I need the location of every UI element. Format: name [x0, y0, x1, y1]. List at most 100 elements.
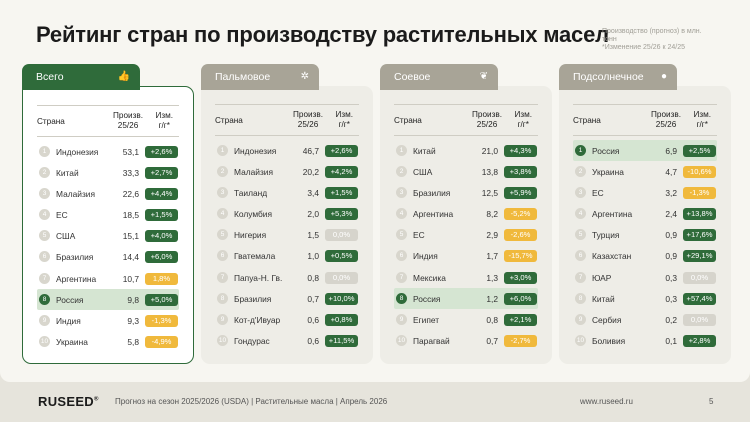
change-badge: -2,7%	[504, 334, 537, 347]
tab-1[interactable]: Пальмовое ✲	[201, 64, 319, 90]
table-header: Страна Произв. 25/26 Изм. г/г*	[394, 104, 538, 136]
rank-badge: 8	[39, 293, 50, 305]
table-row: 5 США 15,1 +4,0%	[37, 225, 179, 246]
footer-caption: Прогноз на сезон 2025/2026 (USDA) | Раст…	[115, 397, 388, 406]
change-badge: -1,3%	[145, 314, 178, 327]
country-name: Индонезия	[234, 146, 277, 156]
change-badge: +3,0%	[504, 271, 537, 284]
rank-badge: 10	[575, 334, 586, 346]
rank-badge: 1	[217, 145, 228, 156]
tab-0[interactable]: Всего 👍	[22, 64, 140, 90]
col-change: Изм. г/г*	[155, 111, 173, 130]
production-value: 2,9	[486, 230, 498, 241]
production-value: 6,9	[665, 146, 677, 156]
table-row: 4 Аргентина 8,2 -5,2%	[394, 203, 538, 224]
rank-badge: 10	[217, 334, 228, 346]
rank-badge: 1	[396, 145, 407, 156]
table-row: 1 Китай 21,0 +4,3%	[394, 140, 538, 161]
change-badge: -1,3%	[683, 187, 716, 200]
production-value: 1,5	[307, 230, 319, 241]
change-badge: +0,8%	[325, 313, 358, 326]
table-row: 2 США 13,8 +3,8%	[394, 161, 538, 182]
table-row: 3 Бразилия 12,5 +5,9%	[394, 182, 538, 203]
change-badge: +13,8%	[683, 208, 716, 221]
production-value: 10,7	[122, 273, 139, 284]
rank-badge: 6	[217, 250, 228, 262]
table-row: 7 Папуа-Н. Гв. 0,8 0,0%	[215, 267, 359, 288]
table-row: 6 Бразилия 14,4 +6,0%	[37, 246, 179, 267]
table-row: 10 Украина 5,8 -4,9%	[37, 331, 179, 352]
country-name: Малайзия	[234, 167, 274, 178]
production-value: 1,2	[486, 293, 498, 304]
table-row: 1 Россия 6,9 +2,5%	[573, 140, 717, 162]
ruseed-logo: RUSEED®	[38, 394, 99, 409]
change-badge: +5,0%	[145, 293, 178, 306]
country-name: ЕС	[592, 188, 604, 199]
change-badge: -5,2%	[504, 208, 537, 221]
col-production: Произв. 25/26	[113, 111, 143, 130]
change-badge: +6,0%	[504, 292, 537, 305]
production-value: 22,6	[122, 189, 139, 200]
rank-badge: 6	[396, 250, 407, 262]
change-badge: +0,5%	[325, 250, 358, 263]
footer: RUSEED® Прогноз на сезон 2025/2026 (USDA…	[0, 382, 750, 422]
ranking-table: Страна Произв. 25/26 Изм. г/г* 1 Россия 6,9 +2,5…	[559, 86, 731, 364]
country-name: Казахстан	[592, 251, 632, 262]
rank-badge: 2	[39, 167, 50, 179]
change-badge: +11,5%	[325, 334, 358, 347]
country-name: Парагвай	[413, 335, 450, 346]
rank-badge: 4	[396, 208, 407, 220]
production-value: 0,7	[307, 293, 319, 304]
footer-url[interactable]: www.ruseed.ru	[580, 397, 633, 406]
tab-2[interactable]: Соевое ❦	[380, 64, 498, 90]
change-badge: +2,1%	[504, 313, 537, 326]
tab-label: Соевое	[394, 71, 431, 83]
country-name: Нигерия	[234, 230, 267, 241]
country-name: Китай	[56, 168, 79, 179]
table-header: Страна Произв. 25/26 Изм. г/г*	[37, 105, 179, 137]
table-row: 7 Аргентина 10,7 1,8%	[37, 268, 179, 289]
production-value: 21,0	[481, 146, 498, 156]
production-value: 20,2	[302, 167, 319, 178]
table-header: Страна Произв. 25/26 Изм. г/г*	[573, 104, 717, 136]
rank-badge: 9	[396, 313, 407, 325]
table-row: 5 Турция 0,9 +17,6%	[573, 224, 717, 245]
change-badge: +3,8%	[504, 166, 537, 179]
change-badge: 0,0%	[683, 271, 716, 284]
production-value: 3,2	[665, 188, 677, 199]
change-badge: +4,0%	[145, 230, 178, 243]
change-badge: +17,6%	[683, 229, 716, 242]
table-row: 7 ЮАР 0,3 0,0%	[573, 267, 717, 288]
production-value: 0,3	[665, 272, 677, 283]
ranking-panel: Подсолнечное ● Страна Произв. 25/26 Изм. г/г* 1…	[559, 64, 731, 364]
change-badge: +2,7%	[145, 167, 178, 180]
country-name: Гондурас	[234, 335, 270, 346]
table-header: Страна Произв. 25/26 Изм. г/г*	[215, 104, 359, 136]
country-name: Папуа-Н. Гв.	[234, 272, 283, 283]
tab-3[interactable]: Подсолнечное ●	[559, 64, 677, 90]
table-row: 2 Украина 4,7 -10,6%	[573, 161, 717, 182]
rank-badge: 2	[396, 166, 407, 178]
change-badge: 1,8%	[145, 272, 178, 285]
units-note: Производство (прогноз) в млн. тонн *Изме…	[602, 28, 702, 51]
country-name: Малайзия	[56, 189, 96, 200]
tab-label: Подсолнечное	[573, 71, 644, 83]
production-value: 53,1	[122, 147, 139, 157]
rank-badge: 5	[217, 229, 228, 241]
production-value: 9,8	[127, 294, 139, 305]
country-name: Мексика	[413, 272, 446, 283]
rank-badge: 3	[39, 188, 50, 200]
change-badge: 0,0%	[683, 313, 716, 326]
table-row: 1 Индонезия 53,1 +2,6%	[37, 141, 179, 162]
col-production: Произв. 25/26	[293, 110, 323, 129]
table-row: 6 Казахстан 0,9 +29,1%	[573, 245, 717, 266]
rank-badge: 5	[575, 229, 586, 241]
table-row: 6 Гватемала 1,0 +0,5%	[215, 245, 359, 266]
col-production: Произв. 25/26	[472, 110, 502, 129]
production-value: 8,2	[486, 209, 498, 220]
production-value: 5,8	[127, 336, 139, 347]
change-badge: +4,3%	[504, 145, 537, 157]
country-name: Россия	[413, 293, 441, 304]
col-production: Произв. 25/26	[651, 110, 681, 129]
country-name: США	[413, 167, 433, 178]
